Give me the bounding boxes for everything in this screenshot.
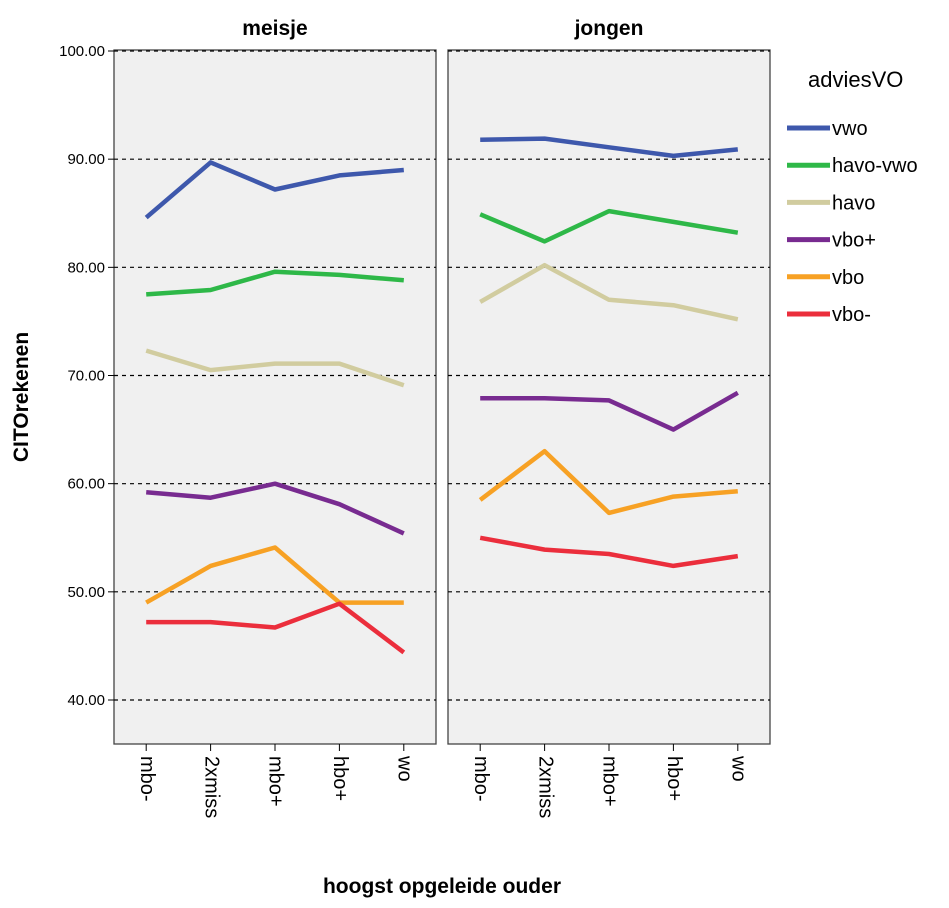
series-line-havo-vwo — [146, 269, 404, 297]
legend-item-vbo+: vbo+ — [787, 230, 876, 252]
legend-item-vbo: vbo — [787, 267, 864, 289]
y-tick-label: 90.00 — [67, 151, 105, 168]
legend-item-havo-vwo: havo-vwo — [787, 155, 918, 177]
series-line-vbo- — [146, 601, 406, 655]
panel-title: jongen — [574, 17, 644, 40]
series-line-vwo — [144, 160, 404, 220]
legend-item-havo: havo — [787, 192, 875, 214]
y-tick-label: 60.00 — [67, 476, 105, 493]
y-axis-title: CITOrekenen — [10, 332, 33, 462]
series-line-havo — [479, 262, 739, 322]
panel-meisje: meisje mbo- 2xmiss mbo+ hbo+ wo — [113, 17, 437, 818]
x-tick-label: mbo- — [470, 756, 492, 802]
legend-item-vwo: vwo — [787, 118, 868, 140]
legend: adviesVO vwo havo-vwo havo vbo+ vbo vbo- — [787, 67, 918, 326]
series-line-havo — [145, 348, 405, 388]
legend-label: vwo — [832, 118, 868, 140]
x-tick-label: 2xmiss — [200, 756, 222, 818]
series-line-vwo — [480, 136, 739, 159]
series-line-vbo+ — [480, 390, 739, 432]
series-line-vbo+ — [146, 481, 405, 536]
legend-label: havo — [832, 192, 875, 214]
legend-label: vbo+ — [832, 230, 876, 252]
panel-title: meisje — [242, 17, 307, 40]
y-tick-label: 100.00 — [59, 43, 105, 60]
legend-label: vbo- — [832, 304, 871, 326]
x-tick-label: wo — [394, 755, 416, 782]
panels: meisje mbo- 2xmiss mbo+ hbo+ wo jongen mbo- 2xmi… — [59, 17, 771, 818]
series-line-havo-vwo — [479, 208, 739, 244]
x-tick-label: mbo+ — [599, 756, 621, 807]
x-tick-label: 2xmiss — [534, 756, 556, 818]
legend-label: vbo — [832, 267, 864, 289]
y-axis: 40.00 50.00 60.00 70.00 80.00 90.00 100.00 — [59, 43, 114, 709]
y-tick-label: 80.00 — [67, 259, 105, 276]
y-tick-label: 50.00 — [67, 584, 105, 601]
x-axis-title: hoogst opgeleide ouder — [323, 875, 561, 898]
series-line-vbo- — [479, 535, 739, 569]
x-tick-label: hbo+ — [329, 756, 351, 801]
x-tick-label: wo — [728, 755, 750, 782]
legend-item-vbo-: vbo- — [787, 304, 871, 326]
y-tick-label: 40.00 — [67, 692, 105, 709]
series-line-vbo — [478, 448, 738, 516]
legend-label: havo-vwo — [832, 155, 918, 177]
panel-jongen: jongen mbo- 2xmiss mbo+ hbo+ wo — [447, 17, 771, 818]
x-tick-label: mbo- — [136, 756, 158, 802]
x-tick-label: mbo+ — [265, 756, 287, 807]
y-tick-label: 70.00 — [67, 368, 105, 385]
x-tick-label: hbo+ — [663, 756, 685, 801]
series-line-vbo — [145, 545, 404, 605]
legend-title: adviesVO — [808, 67, 903, 92]
